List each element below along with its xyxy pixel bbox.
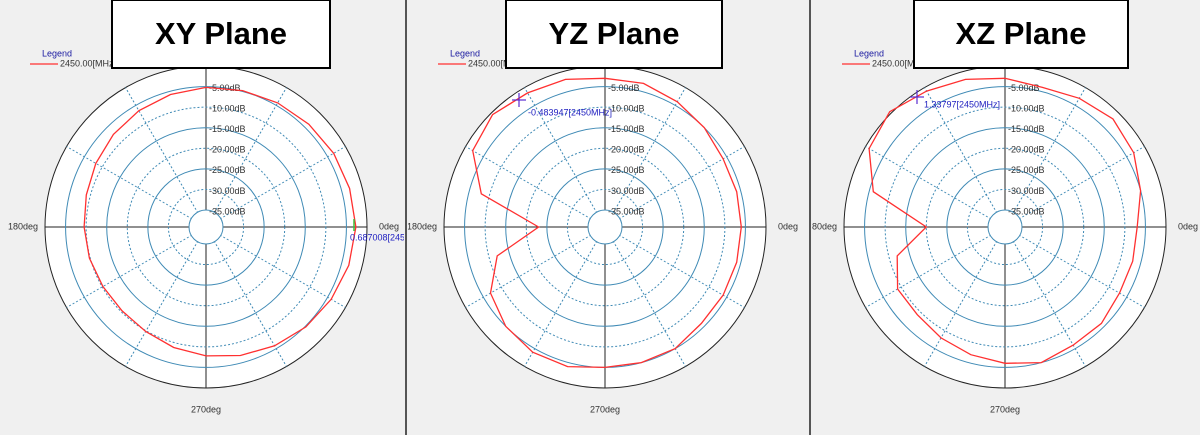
grid-ring: [525, 147, 685, 307]
chart-title: YZ Plane: [549, 16, 680, 51]
r-tick-label: -10.00dB: [1008, 104, 1045, 114]
r-tick-label: -15.00dB: [608, 124, 645, 134]
marker-label: 0.687008[2450MHz]: [350, 232, 431, 242]
r-tick-label: -25.00dB: [209, 165, 246, 175]
r-tick-label: -25.00dB: [1008, 165, 1045, 175]
spoke: [465, 146, 606, 228]
legend-label: 2450.00[MHz]: [872, 58, 928, 68]
grid-ring: [566, 188, 644, 266]
marker-label: 1.33797[2450MHz]: [924, 99, 1000, 109]
grid-ring: [884, 106, 1126, 348]
spoke: [66, 146, 207, 228]
r-tick-label: -15.00dB: [1008, 124, 1045, 134]
spoke: [205, 87, 287, 228]
spoke: [125, 226, 207, 367]
theta-tick-label: 0deg: [778, 221, 798, 231]
r-tick-label: -20.00dB: [608, 145, 645, 155]
theta-tick-label: 0deg: [1178, 221, 1198, 231]
chart-title: XY Plane: [155, 16, 287, 51]
legend-title: Legend: [854, 48, 884, 58]
spoke: [1004, 146, 1145, 228]
chart-title: XZ Plane: [956, 16, 1087, 51]
grid-ring: [966, 188, 1044, 266]
spoke: [125, 87, 207, 228]
title-box: [913, 0, 1129, 69]
spoke: [604, 226, 745, 308]
legend-title: Legend: [450, 48, 480, 58]
spoke: [524, 226, 606, 367]
r-tick-label: -35.00dB: [209, 206, 246, 216]
spoke: [1004, 87, 1086, 228]
grid-ring: [905, 127, 1105, 327]
theta-tick-label: 270deg: [590, 404, 620, 414]
grid-ring: [946, 168, 1064, 286]
r-tick-label: -10.00dB: [209, 104, 246, 114]
grid-ring: [484, 106, 726, 348]
r-tick-label: -5.00dB: [608, 83, 640, 93]
polar-panel: -5.00dB -10.00dB -15.00dB -20.00dB -25.00dB -…: [807, 48, 1198, 414]
polar-panel: -5.00dB -10.00dB -15.00dB -20.00dB -25.00dB -…: [8, 48, 431, 414]
spoke: [924, 87, 1006, 228]
pattern-curve: [868, 77, 1142, 364]
theta-tick-label: 180deg: [807, 221, 837, 231]
spoke: [205, 226, 287, 367]
title-box: [505, 0, 723, 69]
r-tick-label: -35.00dB: [608, 206, 645, 216]
grid-ring: [587, 209, 623, 245]
grid-ring: [147, 168, 265, 286]
r-tick-label: -30.00dB: [608, 186, 645, 196]
spoke: [604, 226, 686, 367]
pattern-curve: [83, 86, 357, 357]
grid-ring: [106, 127, 306, 327]
r-tick-label: -20.00dB: [1008, 145, 1045, 155]
r-tick-label: -5.00dB: [209, 83, 241, 93]
grid-ring: [167, 188, 245, 266]
spoke: [524, 87, 606, 228]
spoke: [1004, 226, 1145, 308]
spoke: [604, 87, 686, 228]
legend-label: 2450.00[MHz]: [60, 58, 116, 68]
spoke: [205, 146, 346, 228]
r-tick-label: -30.00dB: [1008, 186, 1045, 196]
grid-ring: [85, 106, 327, 348]
spoke: [865, 146, 1006, 228]
grid-ring: [864, 86, 1146, 368]
grid-ring: [987, 209, 1023, 245]
spoke: [66, 226, 207, 308]
grid-ring: [925, 147, 1085, 307]
r-tick-label: -35.00dB: [1008, 206, 1045, 216]
r-tick-label: -10.00dB: [608, 104, 645, 114]
spoke: [865, 226, 1006, 308]
theta-tick-label: 180deg: [8, 221, 38, 231]
theta-tick-label: 0deg: [379, 221, 399, 231]
r-tick-label: -30.00dB: [209, 186, 246, 196]
legend-label: 2450.00[MHz]: [468, 58, 524, 68]
title-box: [111, 0, 331, 69]
theta-tick-label: 180deg: [407, 221, 437, 231]
spoke: [205, 226, 346, 308]
theta-tick-label: 270deg: [191, 404, 221, 414]
polar-panel: -5.00dB -10.00dB -15.00dB -20.00dB -25.00dB -…: [407, 48, 798, 414]
spoke: [1004, 226, 1086, 367]
r-tick-label: -20.00dB: [209, 145, 246, 155]
spoke: [604, 146, 745, 228]
marker-label: -0.483947[2450MHz]: [528, 107, 612, 117]
spoke: [924, 226, 1006, 367]
legend-title: Legend: [42, 48, 72, 58]
grid-ring: [188, 209, 224, 245]
grid-ring: [505, 127, 705, 327]
r-tick-label: -25.00dB: [608, 165, 645, 175]
r-tick-label: -15.00dB: [209, 124, 246, 134]
theta-tick-label: 270deg: [990, 404, 1020, 414]
grid-ring: [65, 86, 347, 368]
spoke: [465, 226, 606, 308]
r-tick-label: -5.00dB: [1008, 83, 1040, 93]
pattern-curve: [472, 77, 742, 369]
grid-ring: [126, 147, 286, 307]
grid-ring: [546, 168, 664, 286]
